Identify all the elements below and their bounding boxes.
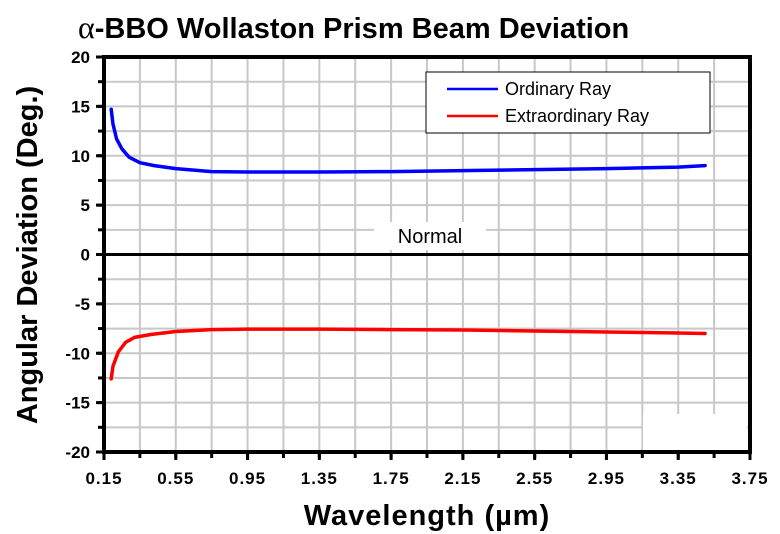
legend-label-extraordinary: Extraordinary Ray [505,106,649,126]
x-tick-label: 2.55 [516,469,553,488]
x-tick-label: 3.75 [731,469,768,488]
series [109,107,707,381]
y-tick-label: 10 [71,147,90,166]
x-tick-label: 0.15 [85,469,122,488]
y-tick-label: -15 [65,394,90,413]
x-axis-label: Wavelength (µm) [304,500,551,532]
legend: Ordinary Ray Extraordinary Ray [425,71,711,134]
annotation-background [374,222,486,250]
y-tick-label: -20 [65,443,90,462]
y-axis-label: Angular Deviation (Deg.) [12,86,44,424]
x-tick-label: 0.55 [157,469,194,488]
x-tick-label: 1.35 [301,469,338,488]
x-tick-label: 2.95 [588,469,625,488]
series-ordinary-ray [109,107,707,174]
y-tick-label: 20 [71,48,90,67]
annotation-normal: Normal [398,226,462,248]
y-tick-label: 0 [81,246,90,265]
y-tick-label: 15 [71,97,90,116]
x-tick-label: 3.35 [660,469,697,488]
x-tick-label: 0.95 [229,469,266,488]
chart-title: α-BBO Wollaston Prism Beam Deviation [78,9,629,45]
axes: 0.15 0.55 0.95 1.35 1.75 2.15 2.55 2.95 3.35 3.75… [65,48,768,488]
legend-box [425,71,711,134]
grid-mask [643,414,747,451]
series-extraordinary-ray [109,327,707,381]
y-tick-label: -5 [75,295,90,314]
y-tick-label: -10 [65,344,90,363]
y-tick-label: 5 [81,196,90,215]
legend-label-ordinary: Ordinary Ray [505,79,611,99]
title-main: -BBO Wollaston Prism Beam Deviation [95,13,629,45]
x-tick-label: 2.15 [444,469,481,488]
x-tick-label: 1.75 [373,469,410,488]
title-alpha: α [78,9,95,45]
